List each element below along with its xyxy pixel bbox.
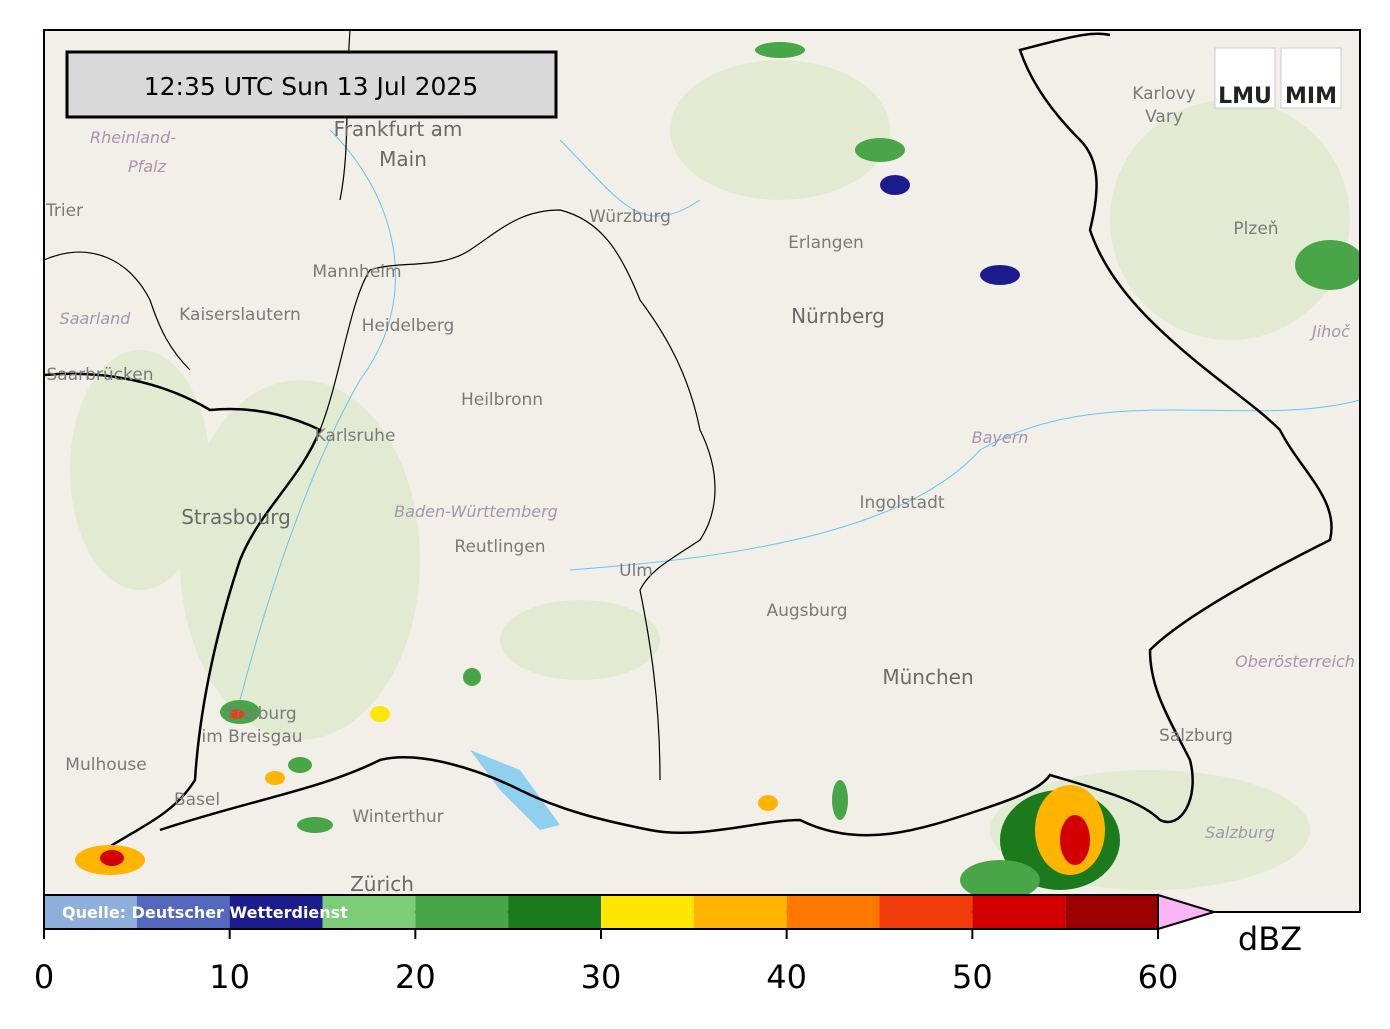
place-label: Karlovy <box>1132 84 1196 104</box>
place-label: Nürnberg <box>791 304 885 328</box>
place-label: Plzeň <box>1233 219 1278 239</box>
borders <box>44 32 1333 862</box>
place-label: im Breisgau <box>202 727 303 747</box>
place-label: München <box>882 665 973 689</box>
colorbar-bin <box>972 895 1066 929</box>
place-label: Augsburg <box>766 601 847 621</box>
place-label: Trier <box>45 201 83 221</box>
colorbar-bin <box>1065 895 1158 929</box>
logo-box <box>1280 47 1342 109</box>
region-label: Salzburg <box>1205 823 1275 842</box>
lake <box>470 750 560 830</box>
region-label: Jihoč <box>1309 322 1351 341</box>
region-label: Rheinland- <box>90 128 176 147</box>
region-label: Pfalz <box>128 157 167 176</box>
colorbar-bin <box>322 895 416 929</box>
place-label: Saarbrücken <box>47 365 154 385</box>
colorbar: Quelle: Deutscher Wetterdienst 0 10 20 30 40 5… <box>34 893 1218 996</box>
rivers <box>239 129 1360 701</box>
place-label: Heilbronn <box>461 390 543 410</box>
place-label: Strasbourg <box>181 505 291 529</box>
place-label: Vary <box>1145 107 1183 127</box>
colorbar-tick-label: 50 <box>952 958 993 996</box>
colorbar-tick-label: 10 <box>209 958 250 996</box>
colorbar-tick-label: 0 <box>34 958 54 996</box>
place-label: Salzburg <box>1159 726 1233 746</box>
place-label: Würzburg <box>589 207 671 227</box>
colorbar-bin <box>136 895 230 929</box>
region-label: Baden-Württemberg <box>394 502 558 521</box>
logo: LMU <box>1218 84 1272 109</box>
logo: MIM <box>1285 84 1337 109</box>
colorbar-tick-label: 20 <box>395 958 436 996</box>
place-label: Winterthur <box>352 807 443 827</box>
colorbar-bin <box>693 895 787 929</box>
region-label: Bayern <box>972 428 1029 447</box>
colorbar-bin <box>508 895 601 929</box>
place-label: Erlangen <box>788 233 864 253</box>
place-label: Freiburg <box>227 704 296 724</box>
colorbar-bin <box>786 895 880 929</box>
place-label: Mannheim <box>312 262 401 282</box>
region-label: Oberösterreich <box>1235 652 1355 671</box>
colorbar-tick-label: 60 <box>1138 958 1179 996</box>
radar-echoes <box>75 42 1360 900</box>
logos: LMU MIM <box>1214 47 1342 109</box>
source-label: Quelle: Deutscher Wetterdienst <box>62 903 348 922</box>
timestamp-box <box>65 50 558 119</box>
place-label: Ulm <box>619 561 653 581</box>
colorbar-bin <box>229 895 323 929</box>
place-label: Heidelberg <box>362 316 455 336</box>
colorbar-tick-label: 40 <box>766 958 807 996</box>
place-label: Frankfurt am <box>334 117 463 141</box>
colorbar-unit: dBZ <box>1238 920 1302 958</box>
place-labels: Frankfurt am Main Rheinland- Pfalz Trier… <box>45 84 1355 896</box>
logo-box <box>1214 47 1276 109</box>
place-label: Main <box>379 147 427 171</box>
place-label: Mulhouse <box>65 755 146 775</box>
place-label: Ingolstadt <box>859 493 944 513</box>
region-label: Saarland <box>60 309 132 328</box>
colorbar-bin <box>601 895 694 929</box>
colorbar-tick-label: 30 <box>581 958 622 996</box>
place-label: Basel <box>174 790 220 810</box>
place-label: Karlsruhe <box>315 426 396 446</box>
colorbar-bin <box>415 895 509 929</box>
map: Frankfurt am Main Rheinland- Pfalz Trier… <box>44 30 1360 912</box>
place-label: Kaiserslautern <box>179 305 301 325</box>
place-label: Reutlingen <box>454 537 545 557</box>
place-label: Zürich <box>350 872 414 896</box>
timestamp: 12:35 UTC Sun 13 Jul 2025 <box>144 72 479 101</box>
colorbar-bin <box>44 895 137 929</box>
colorbar-bin <box>879 895 973 929</box>
